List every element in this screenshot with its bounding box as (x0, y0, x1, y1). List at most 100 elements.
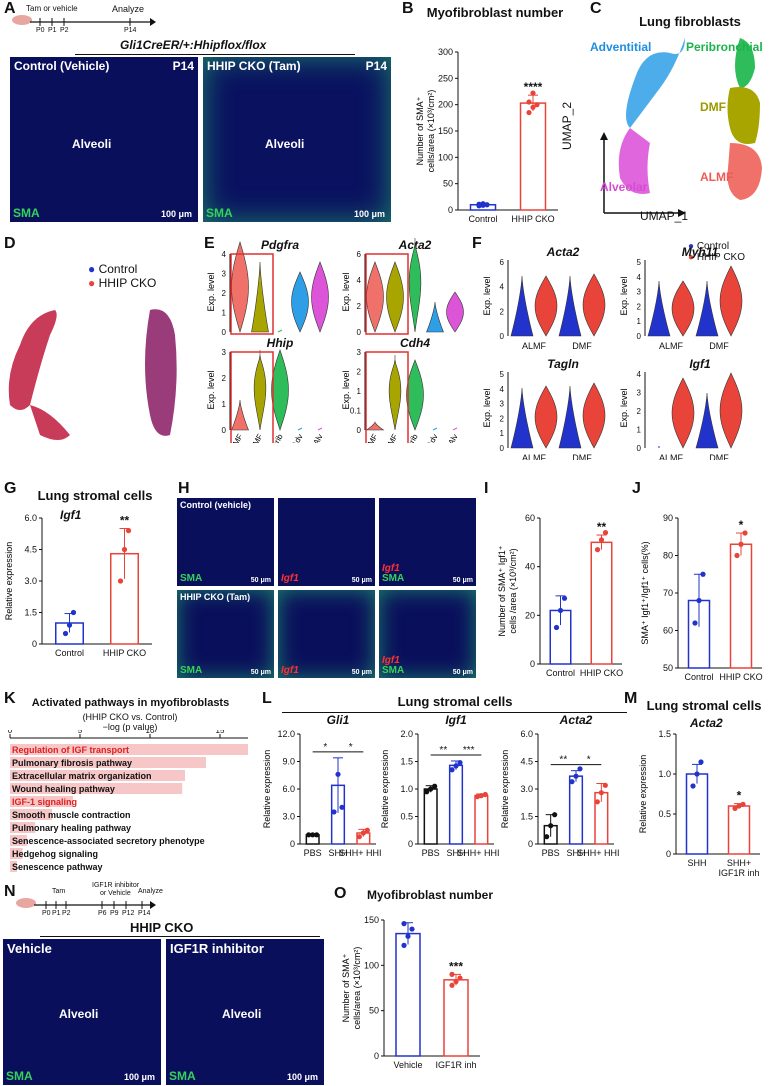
panel-n-timeline (16, 898, 156, 909)
y-tick-label: 1 (637, 426, 642, 435)
chart-j: 50 60 70 80 90 Control HHIP CKO * SMA⁺ Igf1⁺/Igf… (640, 513, 763, 682)
panel-label-d: D (4, 235, 16, 252)
y-tick-label: 6.0 (24, 513, 37, 523)
y-tick-label: 4 (500, 385, 505, 394)
violin (271, 349, 289, 431)
data-point (360, 830, 366, 836)
data-point (331, 809, 337, 815)
significance: ** (597, 520, 607, 534)
h-micrograph: Igf1 SMA 50 μm (379, 590, 476, 678)
panel-label-f: F (472, 235, 482, 252)
data-point (335, 771, 341, 777)
h-row-label: HHIP CKO (Tam) (180, 592, 251, 602)
violin (582, 273, 606, 337)
data-point (424, 789, 430, 795)
gene-title: Cdh4 (400, 336, 430, 350)
x-tick-label: DMF (383, 432, 400, 443)
x-tick-label: 15 (216, 730, 225, 735)
significance: *** (463, 745, 475, 756)
data-point (482, 791, 488, 798)
x-tick-label: ALMF (522, 341, 547, 351)
data-point (449, 971, 455, 977)
h-micrograph: Igf1 SMA 50 μm (379, 498, 476, 586)
k-axis-title: −log (p value) (102, 722, 158, 732)
bar (10, 835, 27, 846)
y-tick-label: 1.5 (520, 812, 533, 822)
data-point (548, 823, 554, 829)
violin (671, 280, 695, 337)
data-point (478, 793, 484, 799)
panel-label-a: A (4, 0, 16, 17)
y-axis-label: Relative expression (500, 750, 510, 829)
k-title: Activated pathways in myofibroblasts (31, 697, 230, 709)
x-tick-label: Perib (268, 432, 285, 443)
category-label: Wound healing pathway (12, 784, 115, 794)
y-tick-label: 4 (637, 370, 642, 379)
panel-label-n: N (4, 883, 16, 900)
y-tick-label: 1.0 (400, 784, 413, 794)
y-tick-label: 4.5 (24, 545, 37, 555)
y-tick-label: 0 (357, 328, 362, 337)
chart-g: 0 1.5 3.0 4.5 6.0 Control HHIP CKO ** Relative e… (4, 513, 152, 658)
y-tick-label: 3.0 (282, 812, 295, 822)
y-tick-label: 0 (222, 426, 227, 435)
violin (317, 427, 323, 431)
data-point (598, 537, 605, 543)
tl-p0: P0 (42, 910, 51, 917)
x-tick-label: Adv (425, 433, 440, 444)
data-point (476, 201, 482, 207)
y-axis-label: Exp. level (619, 388, 629, 427)
y-tick-label: 4 (357, 276, 362, 285)
y-tick-label: 3 (222, 348, 227, 357)
x-tick-label: Control (684, 672, 713, 682)
gene-title: Gli1 (327, 713, 350, 727)
x-tick-label: SHH (328, 848, 347, 858)
highlight-box (230, 351, 274, 443)
y-tick-label: 300 (438, 47, 453, 57)
y-tick-label: 20 (525, 610, 535, 620)
y-tick-label: 9.0 (282, 757, 295, 767)
g-title: Lung stromal cells (37, 488, 153, 503)
violin (426, 301, 444, 333)
y-axis-label: Relative expression (638, 755, 648, 834)
bar (395, 932, 421, 1057)
y-tick-label: 2 (357, 368, 362, 377)
violin (582, 382, 606, 449)
bar (685, 773, 709, 855)
micrograph-cko: HHIP CKO (Tam) P14 Alveoli SMA 100 μm (203, 57, 391, 222)
y-tick-label: 3 (637, 288, 642, 297)
violin (534, 275, 558, 337)
data-point (449, 982, 455, 988)
category-label: Regulation of IGF transport (12, 745, 129, 755)
x-tick-label: Adv (290, 433, 305, 444)
y-tick-label: 0 (357, 426, 362, 435)
data-point (401, 921, 407, 927)
y-tick-label: 3 (637, 389, 642, 398)
x-tick-label: SHH (687, 858, 706, 868)
y-axis-label: Relative expression (4, 542, 14, 621)
genotype: Gli1CreER/+:Hhipflox/flox (120, 38, 267, 52)
img-alveoli: Alveoli (222, 1007, 262, 1021)
y-tick-label: 2 (500, 307, 505, 316)
panel-label-j: J (632, 480, 641, 497)
y-tick-label: 2 (637, 407, 642, 416)
cluster-peribronchial: Peribronchial (686, 40, 763, 54)
y-tick-label: 0.5 (658, 809, 671, 819)
y-axis-label: SMA⁺ Igf1⁺/Igf1⁺ cells(%) (640, 541, 650, 644)
data-point (339, 804, 345, 810)
y-axis-label: Exp. level (482, 388, 492, 427)
significance: * (587, 755, 591, 766)
chart-m: 0 0.5 1.0 1.5 SHH SHH+IGF1R inh * Relative expr… (638, 729, 760, 876)
y-tick-label: 3 (357, 348, 362, 357)
data-point (356, 834, 362, 840)
x-tick-label: HHIP CKO (580, 668, 623, 678)
data-point (526, 109, 532, 116)
bar (10, 809, 52, 820)
data-point (530, 104, 536, 110)
data-point (474, 794, 480, 800)
tl-p9: P9 (110, 910, 119, 917)
x-tick-label: ALMF (659, 341, 684, 351)
tl-p1: P1 (48, 27, 57, 34)
y-tick-label: 90 (663, 513, 673, 523)
img-sma: SMA (169, 1069, 196, 1083)
